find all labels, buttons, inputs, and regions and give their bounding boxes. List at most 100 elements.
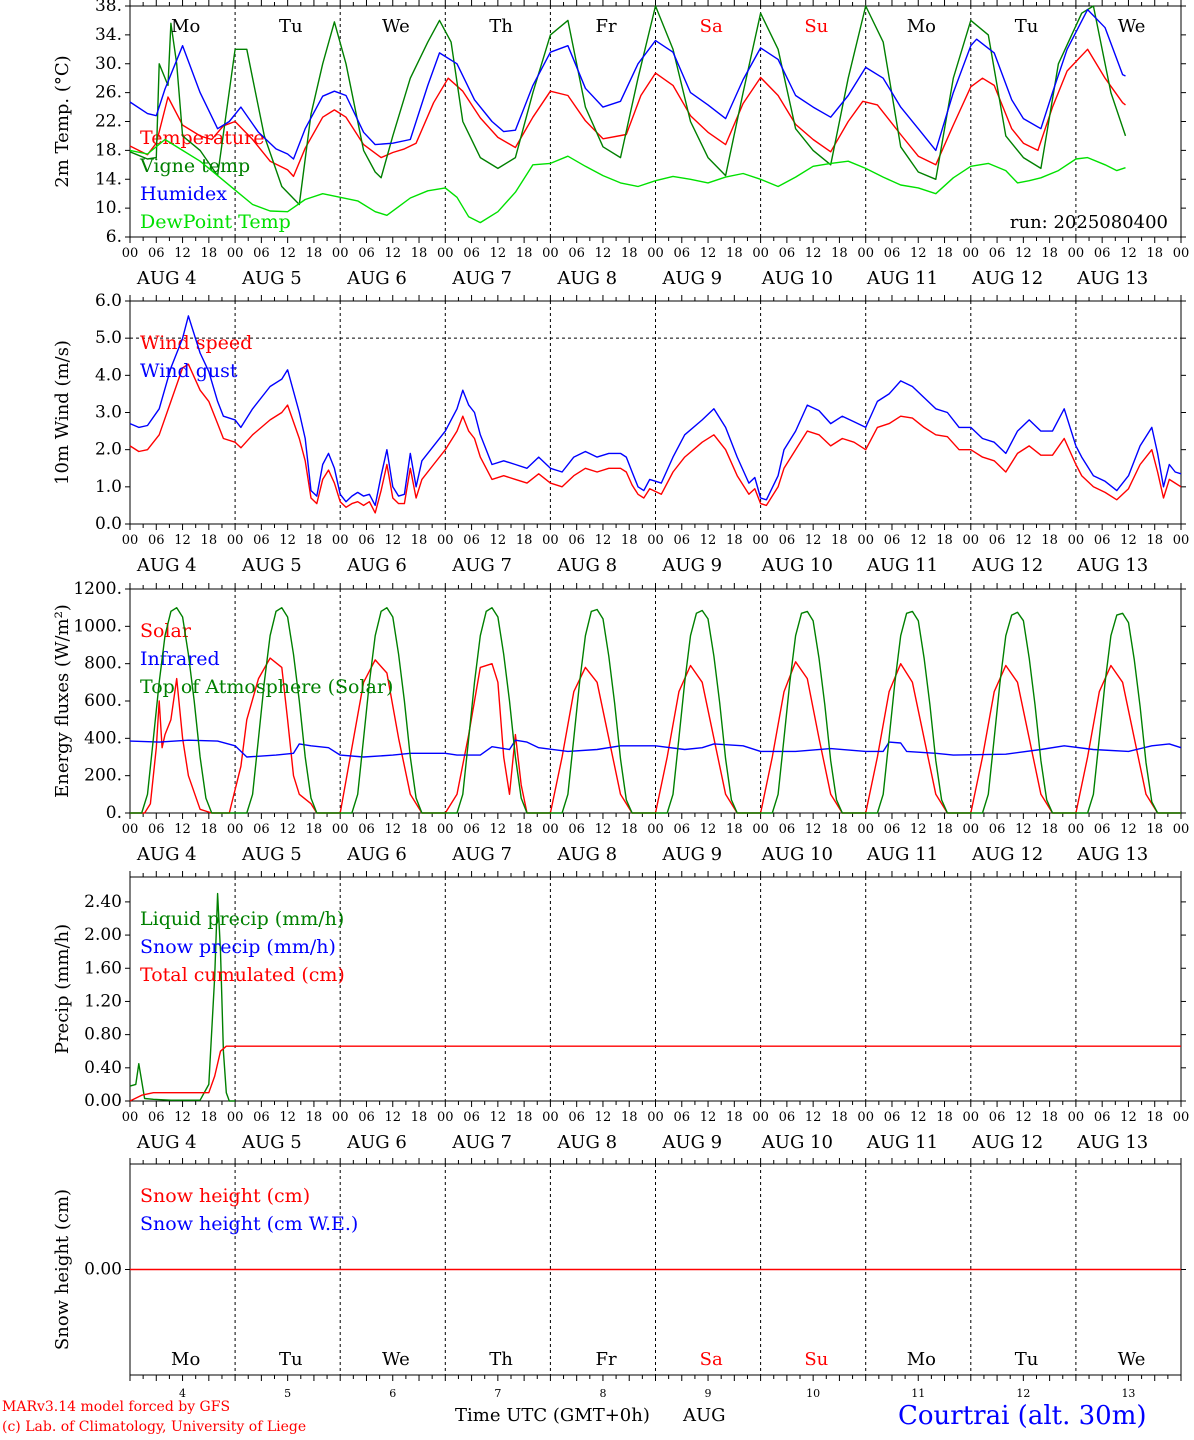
legend-entry: Temperature — [140, 127, 264, 149]
x-hour-label: 06 — [989, 246, 1006, 261]
x-hour-label: 00 — [1068, 246, 1085, 261]
x-hour-label: 18 — [516, 246, 533, 261]
x-hour-label: 00 — [647, 533, 664, 548]
x-hour-label: 12 — [174, 533, 191, 548]
legend-entry: Total cumulated (cm) — [140, 964, 345, 986]
x-hour-label: 06 — [884, 1110, 901, 1125]
day-of-week-bottom: Tu — [279, 1349, 303, 1370]
x-hour-label: 18 — [201, 246, 218, 261]
x-hour-label: 06 — [779, 246, 796, 261]
x-date-label: AUG 12 — [971, 555, 1043, 576]
x-hour-label: 00 — [752, 246, 769, 261]
x-hour-label: 18 — [1041, 1110, 1058, 1125]
x-hour-label: 00 — [227, 1110, 244, 1125]
day-of-week-bottom: We — [382, 1349, 410, 1370]
credit-line-2: (c) Lab. of Climatology, University of L… — [2, 1419, 307, 1435]
day-of-week-top: We — [382, 16, 410, 37]
legend-entry: Snow height (cm W.E.) — [140, 1213, 358, 1235]
y-tick-label: 3.0 — [95, 403, 122, 423]
x-hour-label: 06 — [358, 533, 375, 548]
x-hour-label: 06 — [779, 533, 796, 548]
series-line-humidex — [129, 8, 1126, 160]
x-date-label: AUG 9 — [661, 844, 722, 865]
location-label: Courtrai (alt. 30m) — [898, 1401, 1147, 1431]
y-tick-label: 1.60 — [84, 958, 122, 978]
x-date-label: AUG 7 — [451, 268, 512, 289]
x-hour-label: 00 — [1173, 533, 1190, 548]
x-date-label: AUG 4 — [136, 1132, 197, 1153]
x-date-label: AUG 6 — [346, 268, 407, 289]
x-hour-label: 12 — [595, 1110, 612, 1125]
x-hour-label: 06 — [674, 1110, 691, 1125]
x-hour-label: 18 — [411, 1110, 428, 1125]
x-hour-label: 00 — [647, 822, 664, 837]
x-date-label: AUG 12 — [971, 1132, 1043, 1153]
legend-entry: DewPoint Temp — [140, 211, 291, 233]
series-line-liquid-precip-mm-h- — [129, 892, 236, 1102]
x-date-label: AUG 4 — [136, 268, 197, 289]
x-hour-label: 12 — [805, 533, 822, 548]
x-date-label: AUG 10 — [761, 555, 833, 576]
x-hour-label: 18 — [306, 1110, 323, 1125]
x-hour-label: 06 — [1094, 246, 1111, 261]
x-date-label: AUG 8 — [556, 268, 617, 289]
x-hour-label: 18 — [621, 246, 638, 261]
x-date-label: AUG 6 — [346, 844, 407, 865]
x-hour-label: 18 — [1041, 246, 1058, 261]
x-hour-label: 18 — [411, 533, 428, 548]
x-hour-label: 06 — [884, 822, 901, 837]
x-date-label: AUG 13 — [1076, 1132, 1148, 1153]
x-hour-label: 06 — [148, 533, 165, 548]
day-of-week-top: Fr — [596, 16, 617, 37]
month-label: AUG — [683, 1405, 726, 1426]
x-hour-label: 12 — [805, 246, 822, 261]
x-hour-label: 00 — [437, 822, 454, 837]
legend-entry: Humidex — [140, 183, 227, 205]
x-date-label: AUG 5 — [241, 555, 302, 576]
x-hour-label: 06 — [674, 246, 691, 261]
x-hour-label: 00 — [437, 1110, 454, 1125]
x-date-label: AUG 11 — [866, 268, 938, 289]
x-hour-label: 18 — [411, 246, 428, 261]
y-axis-label: Energy fluxes (W/m²) — [52, 604, 73, 798]
day-of-week-top: Tu — [279, 16, 303, 37]
x-date-label: AUG 5 — [241, 1132, 302, 1153]
x-date-label: AUG 10 — [761, 844, 833, 865]
x-hour-label: 00 — [122, 533, 139, 548]
x-hour-label: 18 — [516, 533, 533, 548]
x-hour-label: 06 — [989, 822, 1006, 837]
y-tick-label: 5.0 — [95, 328, 122, 348]
day-of-week-top: Mo — [171, 16, 200, 37]
x-date-label: AUG 6 — [346, 555, 407, 576]
y-tick-label: 1.20 — [84, 991, 122, 1011]
x-hour-label: 06 — [779, 822, 796, 837]
x-hour-label: 00 — [437, 246, 454, 261]
x-hour-label: 00 — [1068, 533, 1085, 548]
day-number: 7 — [494, 1387, 501, 1400]
x-hour-label: 06 — [989, 1110, 1006, 1125]
series-line-dewpoint-temp — [129, 138, 1126, 224]
x-hour-label: 06 — [148, 1110, 165, 1125]
legend-entry: Liquid precip (mm/h) — [140, 908, 344, 930]
x-hour-label: 18 — [201, 1110, 218, 1125]
x-hour-label: 18 — [936, 1110, 953, 1125]
y-tick-label: 18. — [95, 140, 122, 160]
x-hour-label: 06 — [463, 533, 480, 548]
y-tick-label: 1.0 — [95, 477, 122, 497]
y-tick-label: 34. — [95, 25, 122, 45]
day-number: 13 — [1121, 1387, 1135, 1400]
series-line-wind-speed — [129, 363, 1182, 514]
x-hour-label: 00 — [1068, 1110, 1085, 1125]
x-hour-label: 06 — [674, 822, 691, 837]
x-hour-label: 06 — [884, 246, 901, 261]
x-hour-label: 12 — [595, 533, 612, 548]
x-hour-label: 18 — [1146, 246, 1163, 261]
x-hour-label: 18 — [1041, 822, 1058, 837]
x-hour-label: 06 — [1094, 533, 1111, 548]
day-of-week-top: Tu — [1015, 16, 1039, 37]
day-of-week-bottom: Sa — [700, 1349, 723, 1370]
x-hour-label: 18 — [621, 533, 638, 548]
x-hour-label: 00 — [437, 533, 454, 548]
x-hour-label: 06 — [568, 533, 585, 548]
x-hour-label: 00 — [752, 533, 769, 548]
